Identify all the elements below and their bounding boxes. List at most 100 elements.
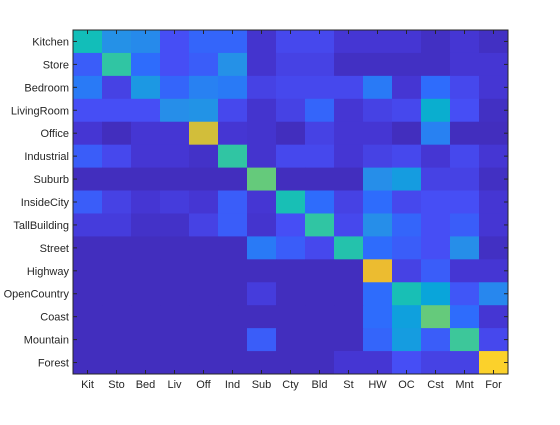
heatmap-cell-r2-c8 bbox=[305, 75, 335, 100]
heatmap-cell-r5-c3 bbox=[160, 144, 190, 168]
heatmap-cell-r0-c1 bbox=[102, 30, 132, 54]
heatmap-cell-r11-c10 bbox=[363, 282, 393, 306]
heatmap-cell-r6-c4 bbox=[189, 167, 219, 191]
heatmap-cell-r7-c14 bbox=[479, 190, 509, 214]
heatmap-cell-r1-c7 bbox=[276, 52, 306, 77]
heatmap-cell-r4-c4 bbox=[189, 121, 219, 146]
heatmap-cell-r8-c1 bbox=[102, 213, 132, 237]
heatmap-cell-r9-c8 bbox=[305, 236, 335, 260]
heatmap-cell-r14-c8 bbox=[305, 351, 335, 375]
heatmap-cell-r5-c2 bbox=[131, 144, 161, 168]
heatmap-cell-r1-c8 bbox=[305, 52, 335, 77]
heatmap-cell-r7-c8 bbox=[305, 190, 335, 214]
heatmap-cell-r10-c5 bbox=[218, 259, 248, 283]
x-tick-label: Sub bbox=[252, 379, 272, 391]
heatmap-cell-r4-c8 bbox=[305, 121, 335, 146]
heatmap-cell-r3-c10 bbox=[363, 98, 393, 123]
heatmap-cell-r11-c4 bbox=[189, 282, 219, 306]
heatmap-cell-r9-c6 bbox=[247, 236, 277, 260]
heatmap-cell-r5-c8 bbox=[305, 144, 335, 168]
heatmap-cell-r2-c10 bbox=[363, 75, 393, 100]
heatmap-cell-r4-c1 bbox=[102, 121, 132, 146]
x-tick-label: St bbox=[343, 379, 353, 391]
heatmap-cell-r5-c11 bbox=[392, 144, 422, 168]
heatmap-cell-r3-c5 bbox=[218, 98, 248, 123]
heatmap-cell-r7-c4 bbox=[189, 190, 219, 214]
heatmap-cell-r10-c13 bbox=[450, 259, 480, 283]
heatmap-cell-r11-c3 bbox=[160, 282, 190, 306]
x-tick-label: Kit bbox=[81, 379, 94, 391]
heatmap-cell-r12-c8 bbox=[305, 305, 335, 329]
heatmap-cell-r3-c3 bbox=[160, 98, 190, 123]
heatmap-cell-r6-c0 bbox=[73, 167, 103, 191]
heatmap-cell-r10-c0 bbox=[73, 259, 103, 283]
heatmap-cell-r8-c13 bbox=[450, 213, 480, 237]
heatmap-cell-r9-c2 bbox=[131, 236, 161, 260]
heatmap-cell-r14-c11 bbox=[392, 351, 422, 375]
heatmap-cell-r3-c11 bbox=[392, 98, 422, 123]
heatmap-cell-r14-c6 bbox=[247, 351, 277, 375]
heatmap-cell-r3-c0 bbox=[73, 98, 103, 123]
heatmap-cell-r2-c6 bbox=[247, 75, 277, 100]
y-tick-label: Store bbox=[43, 59, 69, 71]
heatmap-cell-r12-c11 bbox=[392, 305, 422, 329]
heatmap-cell-r14-c9 bbox=[334, 351, 364, 375]
heatmap-cell-r13-c11 bbox=[392, 328, 422, 352]
heatmap-cell-r0-c3 bbox=[160, 30, 190, 54]
heatmap-cell-r2-c5 bbox=[218, 75, 248, 100]
heatmap-cell-r12-c7 bbox=[276, 305, 306, 329]
heatmap-cell-r4-c7 bbox=[276, 121, 306, 146]
heatmap-cell-r7-c6 bbox=[247, 190, 277, 214]
heatmap-cell-r8-c14 bbox=[479, 213, 509, 237]
heatmap-cell-r0-c4 bbox=[189, 30, 219, 54]
axis-ticks bbox=[73, 30, 508, 374]
heatmap-cell-r12-c14 bbox=[479, 305, 509, 329]
y-tick-label: Office bbox=[40, 128, 69, 140]
heatmap-cell-r11-c6 bbox=[247, 282, 277, 306]
heatmap-cell-r9-c14 bbox=[479, 236, 509, 260]
y-tick-label: Suburb bbox=[34, 174, 69, 186]
heatmap-cell-r7-c7 bbox=[276, 190, 306, 214]
heatmap-cell-r10-c10 bbox=[363, 259, 393, 283]
heatmap-cell-r6-c5 bbox=[218, 167, 248, 191]
heatmap-cell-r8-c11 bbox=[392, 213, 422, 237]
heatmap-cell-r13-c6 bbox=[247, 328, 277, 352]
heatmap-cell-r11-c0 bbox=[73, 282, 103, 306]
heatmap-cell-r7-c13 bbox=[450, 190, 480, 214]
heatmap-cell-r6-c14 bbox=[479, 167, 509, 191]
heatmap-cell-r12-c5 bbox=[218, 305, 248, 329]
heatmap-cell-r4-c11 bbox=[392, 121, 422, 146]
heatmap-cell-r12-c9 bbox=[334, 305, 364, 329]
heatmap-cell-r6-c10 bbox=[363, 167, 393, 191]
heatmap-cell-r3-c13 bbox=[450, 98, 480, 123]
heatmap-cell-r5-c5 bbox=[218, 144, 248, 168]
heatmap-cell-r6-c13 bbox=[450, 167, 480, 191]
y-tick-label: OpenCountry bbox=[4, 289, 70, 301]
heatmap-cell-r1-c4 bbox=[189, 52, 219, 77]
heatmap-cell-r13-c0 bbox=[73, 328, 103, 352]
heatmap-cell-r14-c3 bbox=[160, 351, 190, 375]
x-tick-labels: Kit Sto Bed Liv Off Ind Sub Cty Bld St HW OC Cst Mnt F… bbox=[81, 379, 502, 391]
x-tick-label: Off bbox=[196, 379, 211, 391]
heatmap-cell-r9-c1 bbox=[102, 236, 132, 260]
heatmap-cell-r11-c11 bbox=[392, 282, 422, 306]
heatmap-cell-r11-c5 bbox=[218, 282, 248, 306]
heatmap-cell-r13-c3 bbox=[160, 328, 190, 352]
y-tick-label: Coast bbox=[40, 312, 69, 324]
x-tick-label: Cty bbox=[282, 379, 299, 391]
y-tick-label: Kitchen bbox=[32, 36, 69, 48]
heatmap-cell-r8-c7 bbox=[276, 213, 306, 237]
heatmap-cell-r12-c10 bbox=[363, 305, 393, 329]
heatmap-cell-r4-c12 bbox=[421, 121, 451, 146]
heatmap-cell-r3-c6 bbox=[247, 98, 277, 123]
heatmap-cell-r14-c1 bbox=[102, 351, 132, 375]
heatmap-cell-r7-c0 bbox=[73, 190, 103, 214]
heatmap-cell-r6-c9 bbox=[334, 167, 364, 191]
heatmap-cell-r6-c1 bbox=[102, 167, 132, 191]
heatmap-cell-r7-c2 bbox=[131, 190, 161, 214]
x-tick-label: Liv bbox=[167, 379, 182, 391]
heatmap-cell-r7-c1 bbox=[102, 190, 132, 214]
heatmap-cell-r1-c3 bbox=[160, 52, 190, 77]
